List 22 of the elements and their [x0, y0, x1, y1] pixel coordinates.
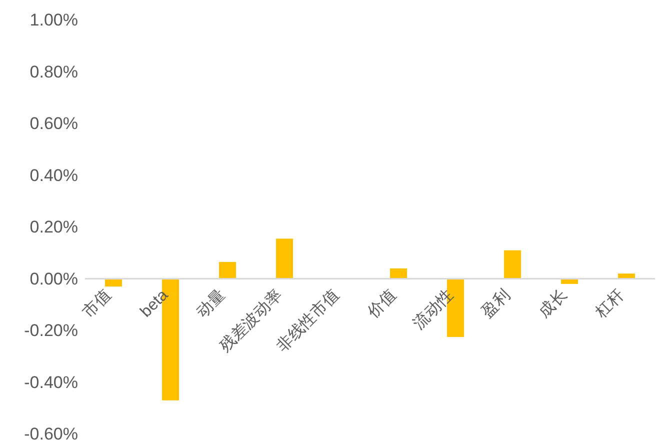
bar	[105, 278, 122, 287]
bar	[390, 268, 407, 279]
y-tick-label: 0.40%	[30, 166, 78, 185]
y-tick-label: 0.60%	[30, 114, 78, 133]
x-tick-label: 动量	[194, 286, 229, 322]
x-tick-label: 价值	[364, 286, 400, 322]
bar	[219, 262, 236, 279]
x-tick-label: 流动性	[410, 286, 457, 333]
bar	[276, 238, 293, 279]
x-tick-label: beta	[137, 286, 172, 321]
y-tick-label: 1.00%	[30, 10, 78, 30]
y-tick-label: 0.80%	[30, 62, 78, 82]
y-tick-label: -0.20%	[24, 321, 78, 340]
y-tick-label: -0.60%	[24, 424, 78, 444]
x-tick-label: 成长	[535, 286, 571, 322]
y-tick-label: 0.00%	[30, 269, 78, 288]
x-tick-label: 盈利	[478, 286, 514, 322]
x-tick-label: 杠杆	[592, 286, 628, 322]
x-tick-label: 市值	[79, 286, 115, 322]
bar	[504, 250, 521, 279]
y-tick-label: 0.20%	[30, 218, 78, 236]
y-tick-label: -0.40%	[24, 372, 78, 392]
